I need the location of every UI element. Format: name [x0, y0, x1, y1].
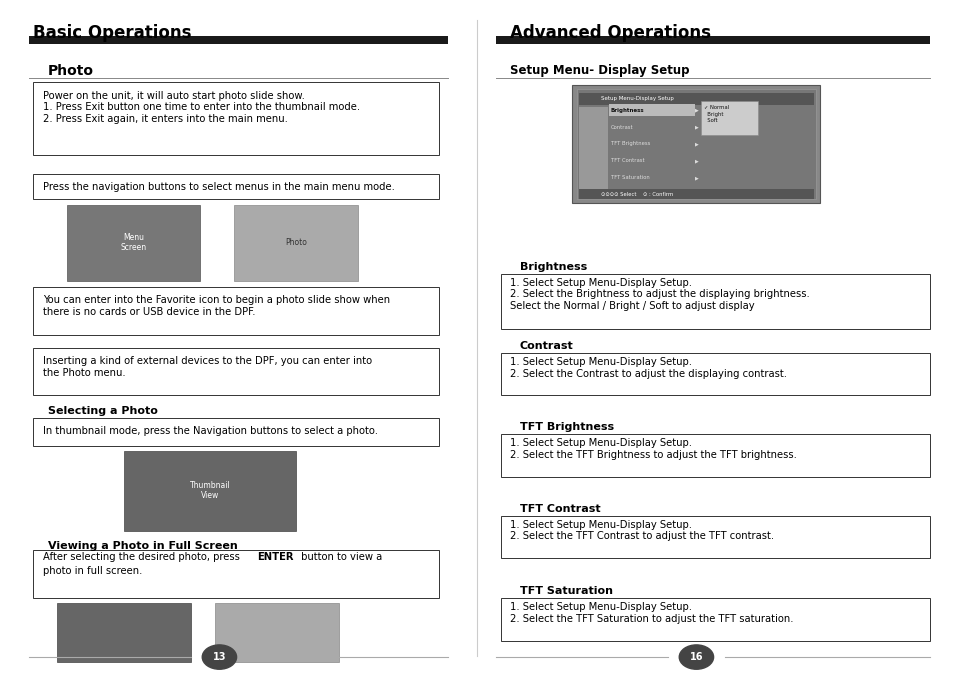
- FancyBboxPatch shape: [578, 107, 607, 197]
- Text: 1. Select Setup Menu-Display Setup.
2. Select the Contrast to adjust the display: 1. Select Setup Menu-Display Setup. 2. S…: [510, 357, 786, 379]
- Text: ✓ Normal: ✓ Normal: [703, 105, 728, 110]
- Text: ⊙⊙⊙⊙ Select    ⊙ : Confirm: ⊙⊙⊙⊙ Select ⊙ : Confirm: [600, 191, 673, 197]
- Text: 1. Select Setup Menu-Display Setup.
2. Select the TFT Brightness to adjust the T: 1. Select Setup Menu-Display Setup. 2. S…: [510, 438, 797, 460]
- Text: Bright: Bright: [703, 112, 722, 116]
- Text: 16: 16: [689, 652, 702, 662]
- Text: Thumbnail
View: Thumbnail View: [190, 481, 230, 500]
- Text: TFT Saturation: TFT Saturation: [610, 175, 649, 180]
- Circle shape: [202, 645, 236, 669]
- FancyBboxPatch shape: [33, 348, 438, 395]
- FancyBboxPatch shape: [233, 205, 357, 281]
- Text: Basic Operations: Basic Operations: [33, 24, 192, 42]
- Text: TFT Saturation: TFT Saturation: [519, 586, 612, 596]
- Text: TFT Brightness: TFT Brightness: [519, 422, 614, 432]
- Text: Soft: Soft: [703, 118, 717, 123]
- FancyBboxPatch shape: [214, 603, 338, 662]
- Text: ▶: ▶: [694, 158, 698, 164]
- Text: Brightness: Brightness: [610, 107, 643, 113]
- Text: Menu
Screen: Menu Screen: [120, 233, 147, 252]
- FancyBboxPatch shape: [33, 174, 438, 199]
- Text: Selecting a Photo: Selecting a Photo: [48, 406, 157, 416]
- Text: In thumbnail mode, press the Navigation buttons to select a photo.: In thumbnail mode, press the Navigation …: [43, 426, 377, 436]
- Text: 13: 13: [213, 652, 226, 662]
- FancyBboxPatch shape: [608, 104, 694, 116]
- Text: Viewing a Photo in Full Screen: Viewing a Photo in Full Screen: [48, 541, 237, 551]
- Text: Contrast: Contrast: [519, 341, 573, 351]
- Text: Inserting a kind of external devices to the DPF, you can enter into
the Photo me: Inserting a kind of external devices to …: [43, 356, 372, 378]
- Text: 1. Select Setup Menu-Display Setup.
2. Select the TFT Contrast to adjust the TFT: 1. Select Setup Menu-Display Setup. 2. S…: [510, 520, 774, 541]
- Text: ▶: ▶: [694, 175, 698, 180]
- FancyBboxPatch shape: [500, 353, 929, 395]
- Text: TFT Contrast: TFT Contrast: [519, 504, 600, 514]
- Text: Power on the unit, it will auto start photo slide show.
1. Press Exit button one: Power on the unit, it will auto start ph…: [43, 91, 359, 124]
- Text: 1. Select Setup Menu-Display Setup.
2. Select the TFT Saturation to adjust the T: 1. Select Setup Menu-Display Setup. 2. S…: [510, 602, 793, 624]
- Text: photo in full screen.: photo in full screen.: [43, 566, 142, 577]
- FancyBboxPatch shape: [578, 189, 813, 199]
- Text: ▶: ▶: [694, 124, 698, 130]
- FancyBboxPatch shape: [496, 36, 929, 44]
- FancyBboxPatch shape: [67, 205, 200, 281]
- FancyBboxPatch shape: [700, 101, 758, 135]
- FancyBboxPatch shape: [577, 89, 815, 199]
- Text: TFT Contrast: TFT Contrast: [610, 158, 643, 164]
- Text: Setup Menu- Display Setup: Setup Menu- Display Setup: [510, 64, 689, 77]
- Text: 1. Select Setup Menu-Display Setup.
2. Select the Brightness to adjust the displ: 1. Select Setup Menu-Display Setup. 2. S…: [510, 278, 809, 311]
- Text: Brightness: Brightness: [519, 262, 586, 272]
- FancyBboxPatch shape: [578, 93, 813, 105]
- FancyBboxPatch shape: [57, 603, 191, 662]
- FancyBboxPatch shape: [500, 516, 929, 558]
- Text: Advanced Operations: Advanced Operations: [510, 24, 711, 42]
- Text: ENTER: ENTER: [257, 552, 294, 562]
- FancyBboxPatch shape: [500, 274, 929, 329]
- Text: After selecting the desired photo, press: After selecting the desired photo, press: [43, 552, 243, 562]
- Text: Setup Menu-Display Setup: Setup Menu-Display Setup: [600, 96, 673, 101]
- Text: Photo: Photo: [48, 64, 93, 78]
- FancyBboxPatch shape: [500, 598, 929, 641]
- FancyBboxPatch shape: [29, 36, 448, 44]
- Text: button to view a: button to view a: [297, 552, 381, 562]
- FancyBboxPatch shape: [33, 550, 438, 598]
- Text: ▶: ▶: [694, 107, 698, 113]
- Text: You can enter into the Favorite icon to begin a photo slide show when
there is n: You can enter into the Favorite icon to …: [43, 295, 390, 317]
- Text: Contrast: Contrast: [610, 124, 633, 130]
- Text: Photo: Photo: [285, 238, 306, 247]
- Circle shape: [679, 645, 713, 669]
- FancyBboxPatch shape: [33, 418, 438, 446]
- FancyBboxPatch shape: [33, 287, 438, 335]
- FancyBboxPatch shape: [124, 451, 295, 531]
- Text: ▶: ▶: [694, 141, 698, 147]
- FancyBboxPatch shape: [500, 434, 929, 477]
- FancyBboxPatch shape: [33, 82, 438, 155]
- Text: Press the navigation buttons to select menus in the main menu mode.: Press the navigation buttons to select m…: [43, 182, 395, 192]
- FancyBboxPatch shape: [572, 84, 820, 203]
- Text: TFT Brightness: TFT Brightness: [610, 141, 649, 147]
